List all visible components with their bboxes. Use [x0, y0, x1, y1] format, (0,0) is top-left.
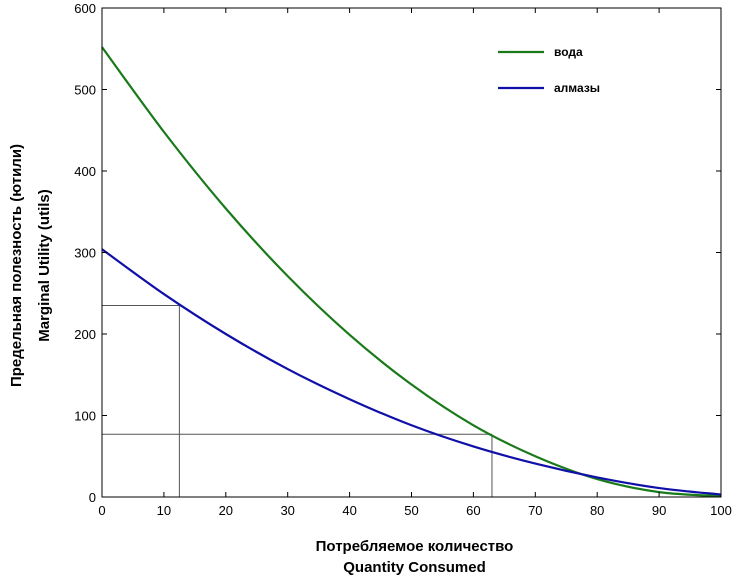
- x-tick-label: 70: [528, 503, 542, 518]
- x-tick-label: 80: [590, 503, 604, 518]
- y-tick-label: 0: [89, 490, 96, 505]
- x-tick-label: 100: [710, 503, 732, 518]
- y-tick-label: 100: [74, 409, 96, 424]
- x-tick-label: 40: [342, 503, 356, 518]
- x-axis-label-ru: Потребляемое количество: [316, 538, 514, 555]
- x-tick-label: 60: [466, 503, 480, 518]
- y-axis-label-ru: Предельная полезность (ютили): [8, 144, 25, 387]
- x-tick-label: 10: [157, 503, 171, 518]
- x-tick-label: 20: [219, 503, 233, 518]
- series-layer: [101, 46, 722, 498]
- axis-ticks: 0 10 20 30 40 50 60 70 80 90 100 0 100 200 300 400 500 60…: [74, 1, 732, 518]
- y-tick-label: 400: [74, 164, 96, 179]
- x-tick-label: 0: [98, 503, 105, 518]
- legend-label-1: алмазы: [554, 81, 600, 95]
- series-line-0: [101, 46, 722, 498]
- series-line-1: [101, 248, 722, 496]
- x-tick-label: 30: [280, 503, 294, 518]
- legend: вода алмазы: [498, 45, 600, 95]
- x-tick-label: 90: [652, 503, 666, 518]
- reference-lines: [102, 304, 493, 497]
- y-tick-label: 200: [74, 327, 96, 342]
- y-axis-label-en: Marginal Utility (utils): [36, 189, 53, 342]
- plot-area: [102, 8, 721, 497]
- y-tick-label: 300: [74, 246, 96, 261]
- x-axis-label-en: Quantity Consumed: [343, 559, 486, 576]
- y-tick-label: 600: [74, 1, 96, 16]
- x-tick-label: 50: [404, 503, 418, 518]
- legend-label-0: вода: [554, 45, 583, 59]
- y-tick-label: 500: [74, 83, 96, 98]
